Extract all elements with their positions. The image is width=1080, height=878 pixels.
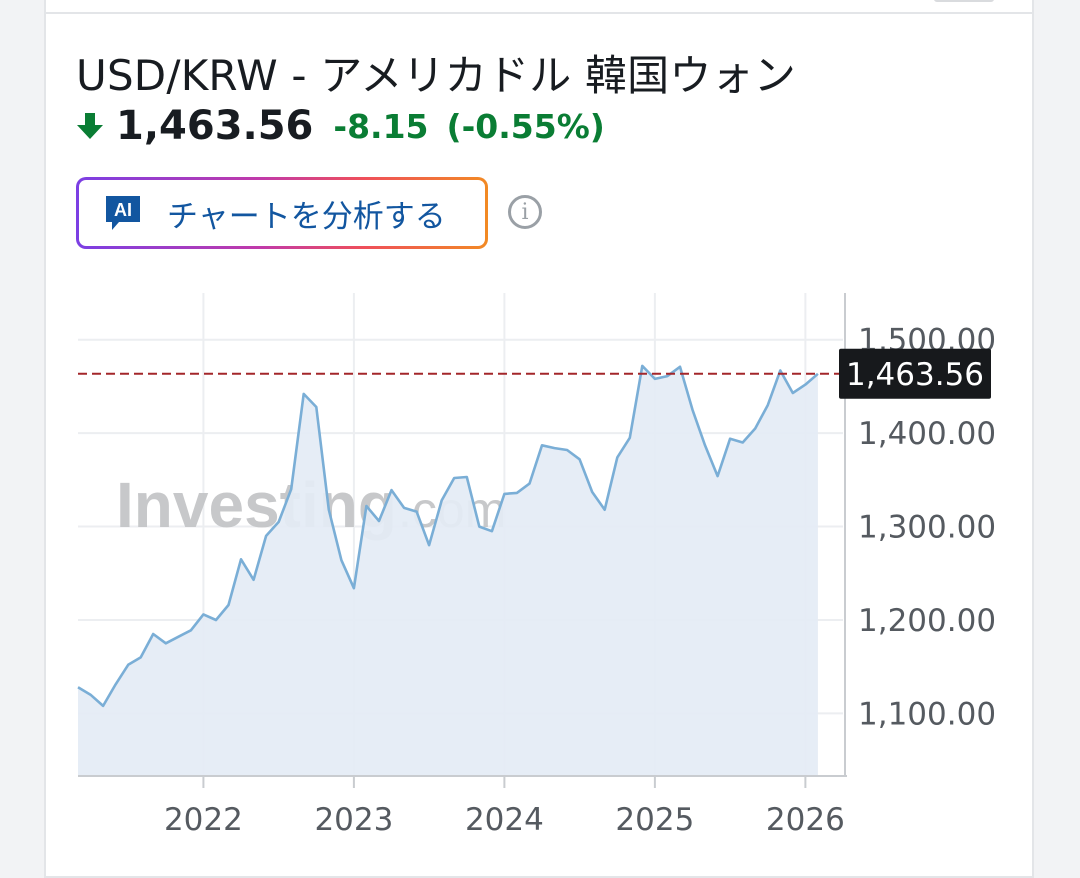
last-price: 1,463.56 — [116, 103, 314, 149]
analyze-chart-label: チャートを分析する — [167, 198, 446, 235]
pair-title: USD/KRW - アメリカドル 韓国ウォン — [76, 51, 796, 100]
price-area-fill — [78, 365, 818, 776]
info-icon[interactable]: i — [508, 195, 542, 229]
x-tick-label: 2024 — [465, 802, 544, 838]
analyze-chart-button[interactable]: AI チャートを分析する — [76, 177, 488, 249]
price-change-percent: (-0.55%) — [446, 106, 605, 146]
current-price-line: 1,463.56 — [78, 348, 991, 399]
price-change: -8.15 — [333, 106, 429, 146]
y-tick-label: 1,100.00 — [858, 696, 996, 732]
ai-chat-icon: AI — [106, 196, 140, 230]
x-tick-label: 2026 — [766, 802, 845, 838]
arrow-down-icon — [77, 113, 103, 139]
current-price-badge-text: 1,463.56 — [846, 357, 984, 393]
watermark-brand: Investing — [116, 469, 397, 541]
top-divider — [46, 12, 1032, 14]
x-tick-label: 2025 — [615, 802, 694, 838]
ai-icon-text: AI — [114, 200, 132, 220]
y-tick-label: 1,400.00 — [858, 416, 996, 452]
price-row: 1,463.56 -8.15 (-0.55%) — [76, 102, 605, 150]
x-tick-label: 2022 — [164, 802, 243, 838]
x-tick-label: 2023 — [314, 802, 393, 838]
y-tick-label: 1,300.00 — [858, 510, 996, 546]
top-handle — [934, 0, 994, 2]
y-tick-label: 1,200.00 — [858, 603, 996, 639]
current-price-badge — [839, 348, 991, 399]
analyze-chart-button-inner[interactable]: AI チャートを分析する — [79, 180, 485, 246]
price-line — [77, 364, 819, 708]
